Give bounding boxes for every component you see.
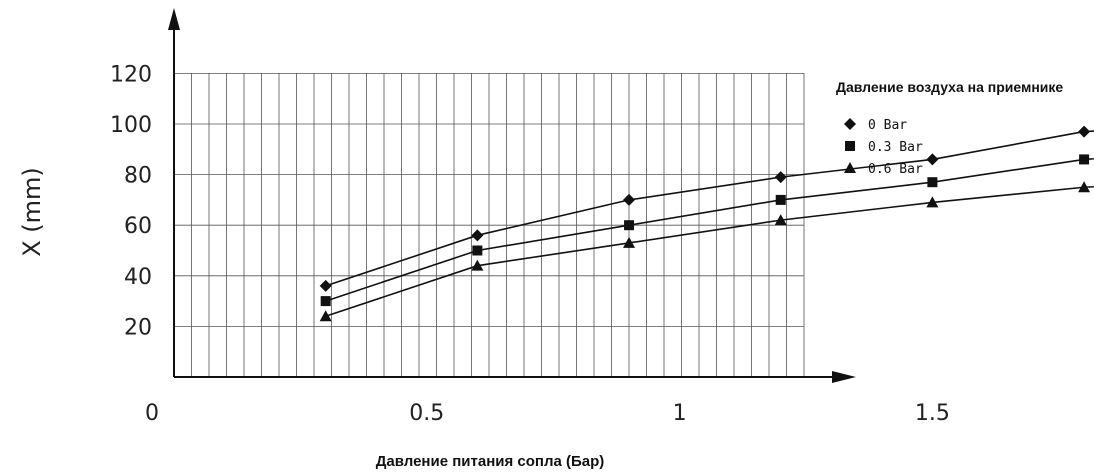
data-point	[927, 177, 938, 188]
data-point	[1078, 125, 1091, 138]
series-2	[319, 181, 1094, 322]
legend-marker	[844, 118, 856, 130]
y-tick-label: 120	[110, 62, 152, 87]
data-point	[320, 296, 331, 307]
legend-label: 0.6 Bar	[868, 162, 923, 177]
data-point	[471, 229, 484, 242]
data-point	[774, 214, 787, 226]
y-axis-label: X (mm)	[18, 167, 46, 257]
data-point	[624, 220, 635, 231]
legend-title: Давление воздуха на приемнике	[836, 79, 1063, 95]
data-point	[926, 153, 939, 166]
series-line	[325, 130, 1094, 287]
y-tick-label: 20	[124, 315, 152, 340]
legend-marker	[845, 141, 855, 151]
data-point	[471, 259, 484, 271]
x-axis-arrow	[832, 371, 856, 383]
y-tick-label: 60	[124, 214, 152, 239]
data-point	[1079, 154, 1090, 165]
data-point	[623, 236, 636, 248]
x-tick-label: 1.5	[915, 401, 950, 426]
axes	[168, 8, 856, 383]
data-point	[319, 310, 332, 322]
legend-label: 0 Bar	[868, 118, 907, 133]
y-tick-label: 40	[124, 265, 152, 290]
y-axis-arrow	[168, 8, 180, 30]
legend-label: 0.3 Bar	[868, 140, 923, 155]
data-point	[774, 171, 787, 184]
data-point	[472, 245, 483, 256]
x-tick-label: 0	[145, 401, 159, 426]
x-tick-label: 0.5	[409, 401, 444, 426]
legend-marker	[844, 162, 856, 173]
grid	[174, 73, 805, 377]
data-point	[926, 196, 939, 208]
data-point	[1078, 181, 1091, 193]
series-group	[319, 125, 1094, 322]
data-point	[775, 194, 786, 205]
legend: Давление воздуха на приемнике 0 Bar 0.3 B…	[836, 79, 1063, 177]
series-1	[320, 154, 1094, 307]
x-tick-label: 1	[673, 401, 687, 426]
series-0	[319, 125, 1094, 292]
x-axis-label: Давление питания сопла (Бар)	[376, 453, 605, 470]
data-point	[623, 193, 636, 206]
y-tick-label: 100	[110, 113, 152, 138]
data-point	[319, 279, 332, 292]
y-tick-label: 80	[124, 164, 152, 189]
